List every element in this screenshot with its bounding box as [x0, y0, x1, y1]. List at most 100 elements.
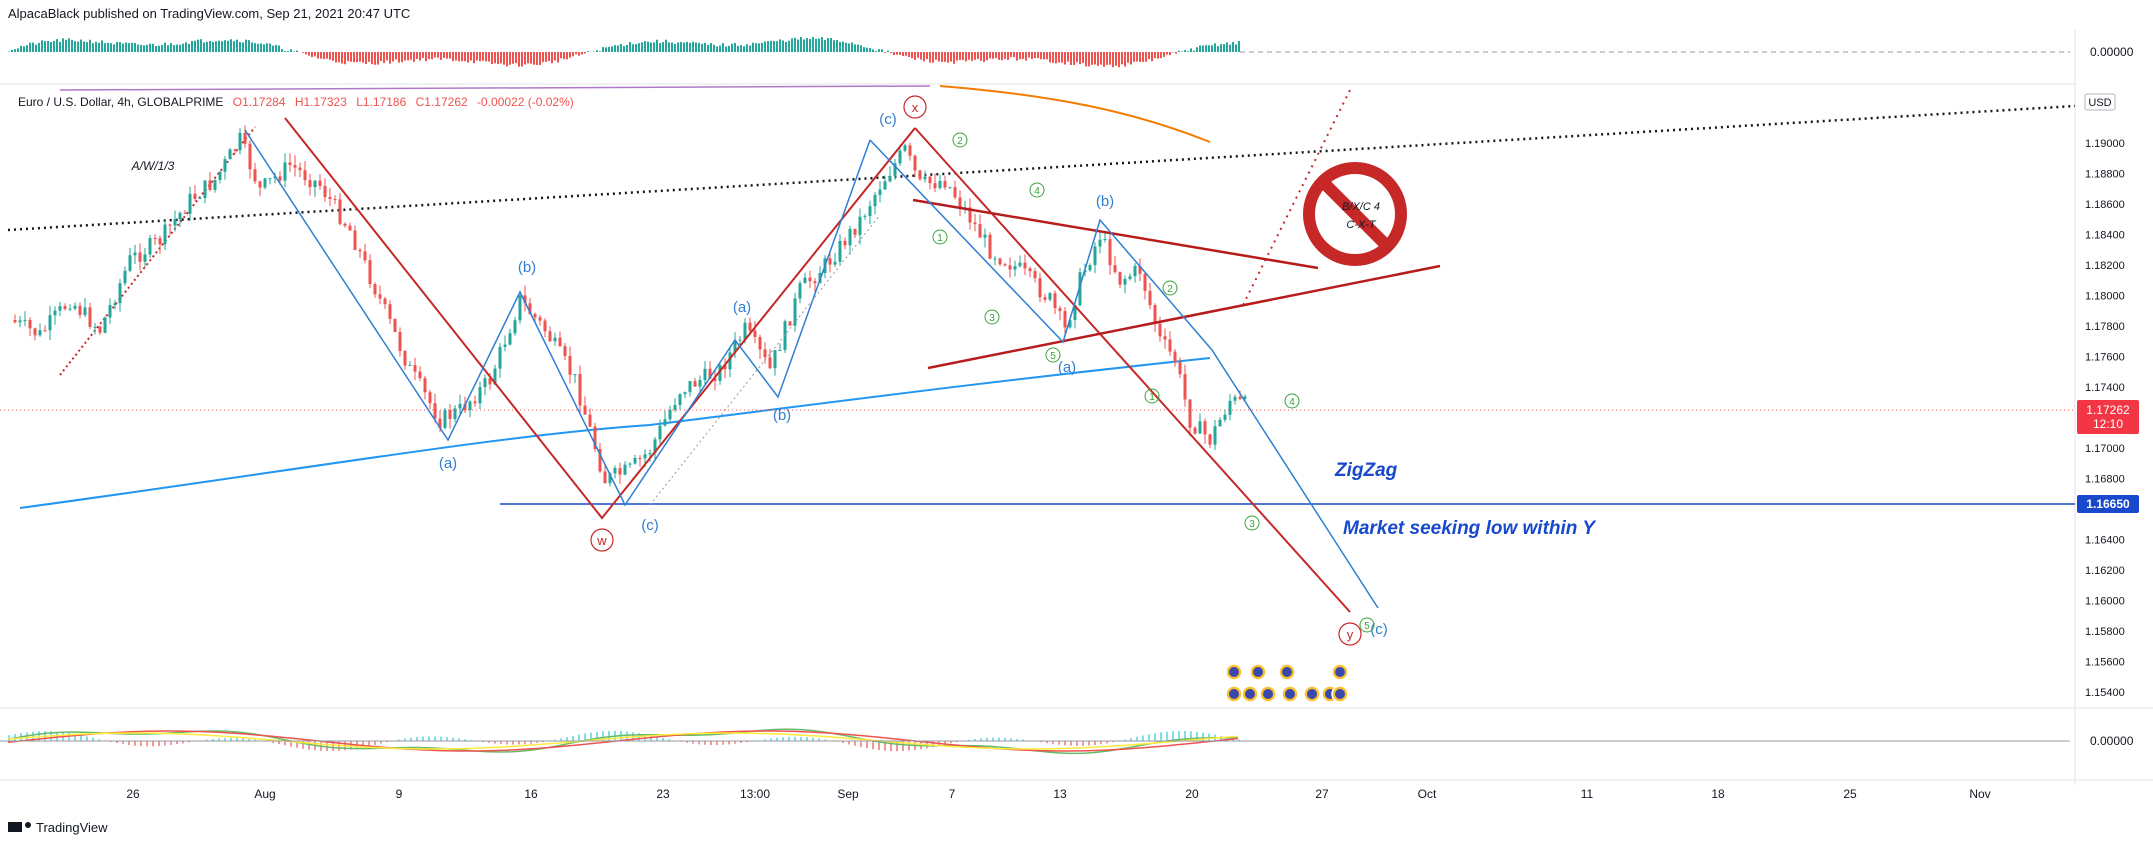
candle-body — [788, 321, 792, 326]
candle-body — [203, 180, 207, 198]
osc-bar — [407, 52, 409, 61]
candle-body — [943, 181, 947, 188]
economic-event-icon[interactable] — [1225, 685, 1243, 703]
osc-bar — [620, 43, 622, 52]
osc-bar — [233, 41, 235, 52]
time-tick-label: Aug — [254, 787, 275, 801]
osc-bar — [1211, 45, 1213, 52]
osc-bar — [905, 52, 907, 56]
osc-bar — [749, 45, 751, 52]
osc-bar — [881, 49, 883, 52]
osc-hist-bar — [794, 736, 796, 741]
candle-body — [1058, 308, 1062, 312]
osc-hist-bar — [818, 738, 820, 741]
circled-count — [952, 132, 968, 148]
candle-body — [248, 143, 252, 170]
economic-event-icon[interactable] — [1259, 685, 1277, 703]
economic-event-icon[interactable] — [1331, 685, 1349, 703]
candle-body — [848, 228, 852, 246]
osc-hist-bar — [1148, 734, 1150, 741]
osc-bar — [1103, 52, 1105, 67]
osc-hist-bar — [374, 741, 376, 745]
osc-bar — [410, 52, 412, 60]
osc-hist-bar — [446, 737, 448, 741]
candle-body — [303, 170, 307, 181]
osc-bar — [602, 47, 604, 52]
osc-bar — [134, 42, 136, 52]
osc-hist-bar — [74, 733, 76, 741]
osc-hist-bar — [1040, 741, 1042, 743]
osc-bar — [359, 52, 361, 62]
candle-body — [718, 365, 722, 381]
candle-body — [1138, 266, 1142, 274]
osc-bar — [1214, 43, 1216, 52]
osc-bar — [680, 42, 682, 52]
candle-body — [1023, 262, 1027, 269]
osc-bar — [386, 52, 388, 61]
annotation-label: w — [596, 533, 607, 548]
moving-average-orange — [939, 85, 1211, 143]
osc-bar — [1184, 50, 1186, 52]
osc-hist-bar — [1160, 732, 1162, 741]
candle-body — [523, 295, 527, 304]
osc-bar — [149, 43, 151, 52]
candle-body — [263, 178, 267, 188]
candle-body — [708, 368, 712, 379]
osc-bar — [1190, 48, 1192, 52]
osc-bar — [446, 52, 448, 59]
candle-body — [778, 349, 782, 351]
candle-body — [503, 344, 507, 347]
osc-bar — [119, 42, 121, 52]
osc-bar — [491, 52, 493, 65]
candle-body — [473, 401, 477, 404]
annotation-label: (c) — [1370, 621, 1388, 638]
osc-bar — [272, 45, 274, 52]
candle-body — [298, 167, 302, 171]
annotation-label: (a) — [1058, 359, 1076, 376]
osc-hist-bar — [884, 741, 886, 751]
osc-bar — [785, 41, 787, 52]
osc-line-red — [7, 730, 1239, 752]
candle-body — [1178, 362, 1182, 375]
osc-bar — [182, 43, 184, 52]
osc-bar — [740, 45, 742, 52]
osc-bar — [869, 48, 871, 52]
osc-hist-bar — [734, 741, 736, 744]
candle-body — [1038, 278, 1042, 298]
osc-bar — [497, 52, 499, 64]
moving-average-blue — [19, 357, 1211, 509]
osc-bar — [440, 52, 442, 60]
osc-bar — [68, 38, 70, 52]
wave-labels: A/W/1/3 (a) (b) (c) (a) (b) (c) (b) (a) (c) w x y 2 4 1… — [131, 95, 1597, 646]
osc-hist-bar — [560, 738, 562, 741]
economic-event-icon[interactable] — [1249, 663, 1267, 681]
candle-body — [483, 378, 487, 388]
economic-event-icon[interactable] — [1281, 685, 1299, 703]
candle-body — [843, 240, 847, 246]
osc-bar — [512, 52, 514, 64]
osc-bar — [77, 41, 79, 52]
symbol-name: Euro / U.S. Dollar, 4h, GLOBALPRIME — [18, 95, 223, 109]
osc-bar — [1163, 52, 1165, 57]
time-tick-label: 11 — [1581, 787, 1594, 801]
osc-hist-bar — [350, 741, 352, 750]
candle-body — [408, 365, 412, 367]
economic-event-icon[interactable] — [1278, 663, 1296, 681]
osc-bar — [152, 43, 154, 52]
candle-body — [448, 410, 452, 420]
candle-body — [703, 368, 707, 380]
economic-event-icon[interactable] — [1303, 685, 1321, 703]
support-price-badge: 1.16650 — [2077, 495, 2139, 513]
osc-bar — [797, 39, 799, 52]
economic-event-icon[interactable] — [1331, 663, 1349, 681]
economic-event-icon[interactable] — [1225, 663, 1243, 681]
osc-bar — [788, 40, 790, 52]
osc-bar — [431, 52, 433, 60]
osc-bar — [215, 41, 217, 52]
candle-body — [828, 258, 832, 265]
osc-hist-bar — [134, 741, 136, 746]
economic-event-icon[interactable] — [1241, 685, 1259, 703]
currency-box[interactable] — [2084, 93, 2116, 111]
candle-body — [1208, 434, 1212, 445]
price-tick-label: 1.18400 — [2085, 230, 2125, 242]
